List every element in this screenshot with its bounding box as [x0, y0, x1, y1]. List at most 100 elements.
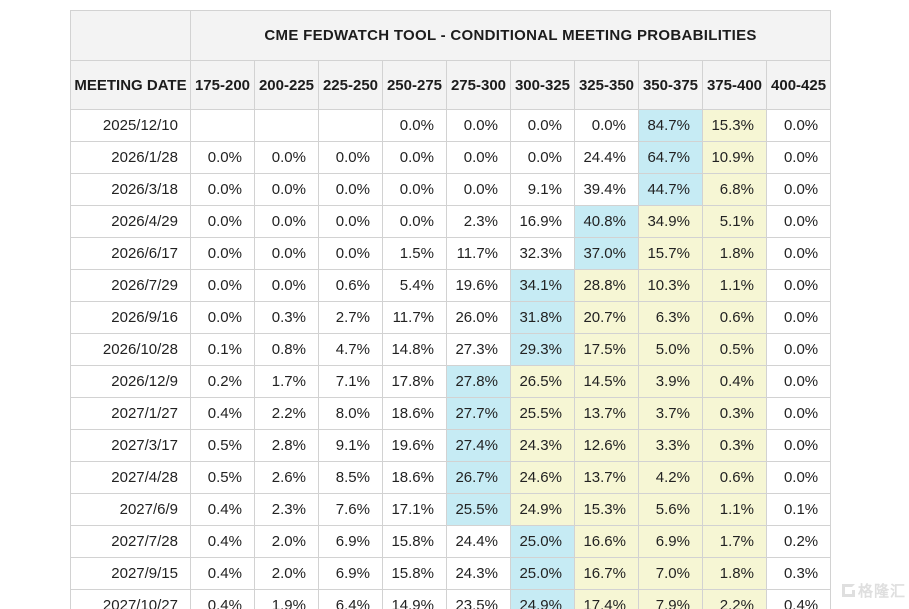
probability-cell: 34.9% — [638, 205, 703, 238]
table-row: 2025/12/10 0.0% 0.0% 0.0% 0.0% 84.7% 15.3% 0.0% — [70, 109, 832, 142]
probability-cell: 0.2% — [190, 365, 255, 398]
probability-cell: 12.6% — [574, 429, 639, 462]
probability-cell: 0.0% — [382, 205, 447, 238]
rate-header-300-325: 300-325 — [510, 60, 575, 110]
probability-cell: 25.5% — [510, 397, 575, 430]
probability-cell: 9.1% — [510, 173, 575, 206]
table-row: 2027/10/27 0.4% 1.9% 6.4% 14.9% 23.5% 24.9% 17.… — [70, 589, 832, 609]
table-row: 2026/1/28 0.0% 0.0% 0.0% 0.0% 0.0% 0.0% 24.4% 64… — [70, 141, 832, 174]
probability-cell: 1.8% — [702, 557, 767, 590]
probability-cell: 17.5% — [574, 333, 639, 366]
probability-cell: 64.7% — [638, 141, 703, 174]
probability-cell: 25.0% — [510, 557, 575, 590]
probability-cell: 15.8% — [382, 525, 447, 558]
probability-cell: 4.7% — [318, 333, 383, 366]
probability-cell: 2.2% — [254, 397, 319, 430]
probability-cell: 17.8% — [382, 365, 447, 398]
probability-cell: 24.3% — [446, 557, 511, 590]
title-row: CME FEDWATCH TOOL - CONDITIONAL MEETING … — [70, 10, 832, 61]
table-row: 2026/10/28 0.1% 0.8% 4.7% 14.8% 27.3% 29.3% 17.… — [70, 333, 832, 366]
meeting-date-cell: 2027/9/15 — [70, 557, 191, 590]
probability-cell: 14.9% — [382, 589, 447, 609]
table-row: 2027/3/17 0.5% 2.8% 9.1% 19.6% 27.4% 24.3% 12.6… — [70, 429, 832, 462]
probability-cell: 0.4% — [190, 525, 255, 558]
probability-cell: 0.0% — [254, 269, 319, 302]
probability-cell: 0.0% — [765, 461, 832, 494]
probability-cell: 0.6% — [318, 269, 383, 302]
probability-cell: 0.4% — [190, 589, 255, 609]
probability-cell: 19.6% — [446, 269, 511, 302]
table-row: 2026/12/9 0.2% 1.7% 7.1% 17.8% 27.8% 26.5% 14.5… — [70, 365, 832, 398]
meeting-date-cell: 2026/10/28 — [70, 333, 191, 366]
probability-cell: 11.7% — [446, 237, 511, 270]
probability-cell: 0.3% — [765, 557, 832, 590]
probability-cell: 0.0% — [190, 205, 255, 238]
probability-cell: 7.1% — [318, 365, 383, 398]
probability-cell: 7.0% — [638, 557, 703, 590]
probability-cell: 16.6% — [574, 525, 639, 558]
probability-cell: 25.5% — [446, 493, 511, 526]
meeting-date-cell: 2026/1/28 — [70, 141, 191, 174]
table-row: 2026/4/29 0.0% 0.0% 0.0% 0.0% 2.3% 16.9% 40.8% 3… — [70, 205, 832, 238]
probability-cell: 15.8% — [382, 557, 447, 590]
probability-cell: 15.3% — [702, 109, 767, 142]
gelonghui-watermark: 格隆汇 — [841, 580, 906, 601]
probability-cell: 27.3% — [446, 333, 511, 366]
probability-cell: 8.0% — [318, 397, 383, 430]
probability-cell: 1.9% — [254, 589, 319, 609]
table-row: 2027/9/15 0.4% 2.0% 6.9% 15.8% 24.3% 25.0% 16.7… — [70, 557, 832, 590]
meeting-date-cell: 2025/12/10 — [70, 109, 191, 142]
probability-cell: 0.6% — [702, 301, 767, 334]
probability-cell: 2.3% — [254, 493, 319, 526]
rate-header-375-400: 375-400 — [702, 60, 767, 110]
meeting-date-cell: 2026/6/17 — [70, 237, 191, 270]
probability-cell: 5.6% — [638, 493, 703, 526]
table-row: 2026/9/16 0.0% 0.3% 2.7% 11.7% 26.0% 31.8% 20.7… — [70, 301, 832, 334]
probability-cell: 0.0% — [318, 237, 383, 270]
probability-cell: 14.8% — [382, 333, 447, 366]
probability-cell: 0.0% — [190, 141, 255, 174]
probability-cell: 0.0% — [510, 109, 575, 142]
probability-cell: 0.0% — [382, 141, 447, 174]
table-row: 2026/7/29 0.0% 0.0% 0.6% 5.4% 19.6% 34.1% 28.8%… — [70, 269, 832, 302]
probability-cell: 0.0% — [446, 109, 511, 142]
probability-cell: 40.8% — [574, 205, 639, 238]
probability-cell: 32.3% — [510, 237, 575, 270]
probability-cell: 24.6% — [510, 461, 575, 494]
probability-cell: 0.0% — [318, 173, 383, 206]
probability-cell — [318, 109, 383, 142]
probability-cell: 28.8% — [574, 269, 639, 302]
probability-cell: 1.1% — [702, 493, 767, 526]
probability-cell: 0.4% — [190, 557, 255, 590]
probability-cell — [190, 109, 255, 142]
probability-cell: 23.5% — [446, 589, 511, 609]
probability-cell: 84.7% — [638, 109, 703, 142]
probability-cell: 25.0% — [510, 525, 575, 558]
probability-cell: 0.0% — [765, 173, 832, 206]
probability-cell: 24.3% — [510, 429, 575, 462]
probability-cell: 27.7% — [446, 397, 511, 430]
table-row: 2027/4/28 0.5% 2.6% 8.5% 18.6% 26.7% 24.6% 13.7… — [70, 461, 832, 494]
probability-cell: 0.0% — [382, 173, 447, 206]
probability-cell: 0.5% — [190, 429, 255, 462]
probability-cell: 0.3% — [702, 429, 767, 462]
probability-cell: 7.9% — [638, 589, 703, 609]
probability-cell: 1.7% — [702, 525, 767, 558]
watermark-text: 格隆汇 — [857, 583, 906, 600]
probability-cell: 5.0% — [638, 333, 703, 366]
probability-cell: 2.3% — [446, 205, 511, 238]
rate-header-350-375: 350-375 — [638, 60, 703, 110]
probability-cell: 24.9% — [510, 493, 575, 526]
probability-cell: 0.0% — [765, 109, 832, 142]
probability-cell: 0.0% — [765, 269, 832, 302]
meeting-date-cell: 2027/6/9 — [70, 493, 191, 526]
probability-cell: 0.0% — [254, 141, 319, 174]
meeting-date-cell: 2027/4/28 — [70, 461, 191, 494]
probability-cell: 0.0% — [765, 365, 832, 398]
probability-cell: 3.3% — [638, 429, 703, 462]
probability-cell: 0.6% — [702, 461, 767, 494]
probability-cell: 0.0% — [765, 237, 832, 270]
meeting-date-cell: 2026/7/29 — [70, 269, 191, 302]
meeting-date-cell: 2027/1/27 — [70, 397, 191, 430]
gelonghui-logo-icon — [841, 584, 855, 597]
